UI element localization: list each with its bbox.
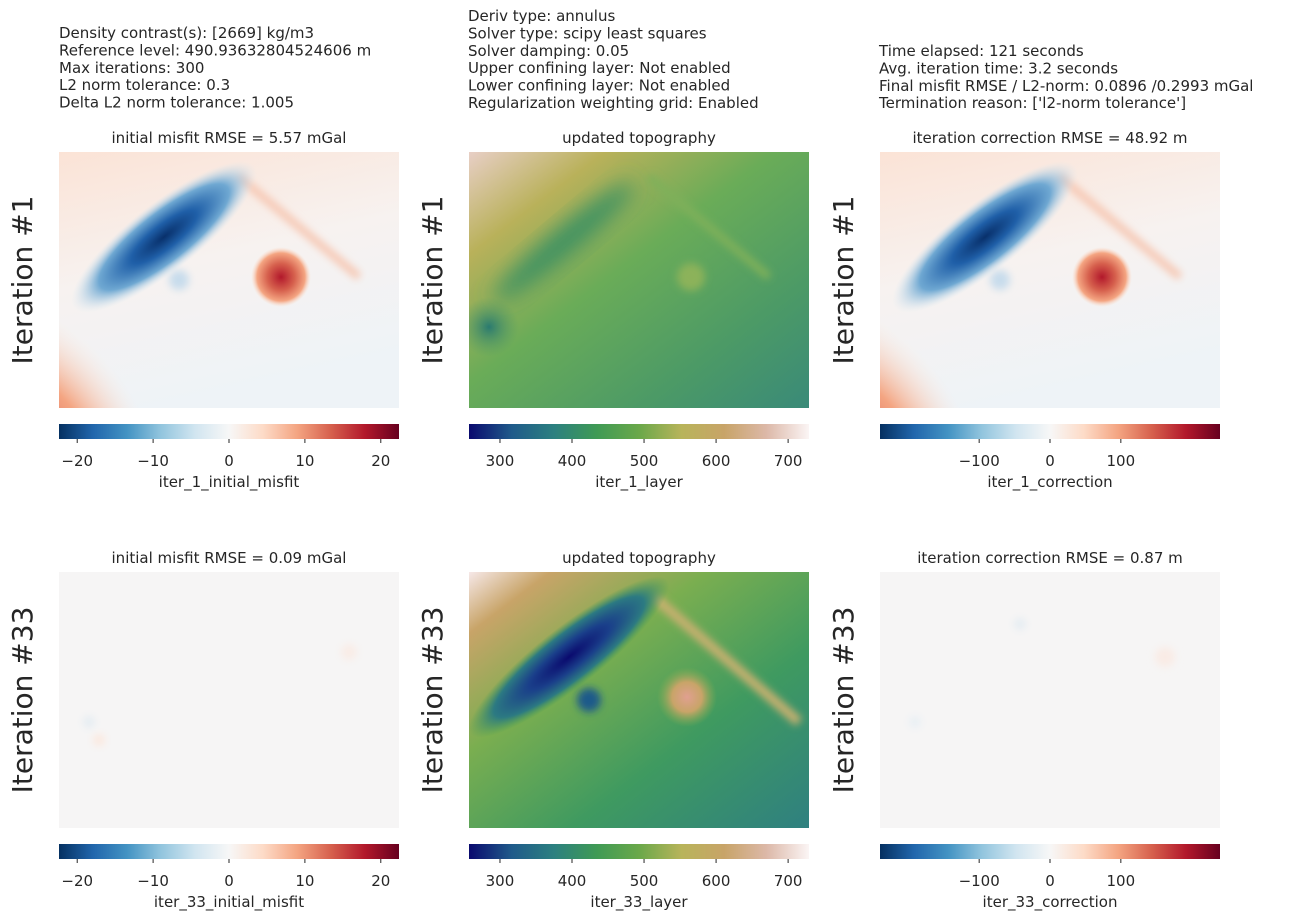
y-axis-label: Iteration #1: [827, 196, 860, 365]
colorbar-tick-label: 700: [774, 452, 803, 470]
colorbar-tick-label: 0: [224, 872, 234, 890]
colorbar: [469, 844, 809, 859]
colorbar-tick-label: 0: [1045, 872, 1055, 890]
panel-title: updated topography: [562, 549, 716, 567]
colorbar-tick-label: 600: [702, 452, 731, 470]
colorbar: [880, 844, 1220, 859]
panel-title: iteration correction RMSE = 0.87 m: [917, 549, 1183, 567]
colorbar: [59, 844, 399, 859]
colorbar-label: iter_1_initial_misfit: [159, 473, 300, 492]
header-line: Regularization weighting grid: Enabled: [468, 94, 759, 112]
colorbar-tick-label: 0: [224, 452, 234, 470]
panel-title: initial misfit RMSE = 5.57 mGal: [112, 129, 347, 147]
colorbar-tick-label: 500: [630, 452, 659, 470]
y-axis-label: Iteration #1: [6, 196, 39, 365]
header-line: Deriv type: annulus: [468, 7, 615, 25]
colorbar-tick-label: 20: [371, 872, 390, 890]
colorbar-label: iter_33_correction: [983, 893, 1118, 912]
colorbar-tick-label: 400: [558, 872, 587, 890]
colorbar-tick-label: −100: [959, 872, 1000, 890]
colorbar: [880, 424, 1220, 439]
header-line: Upper confining layer: Not enabled: [468, 59, 731, 77]
colorbar-tick-label: 10: [295, 872, 314, 890]
colorbar: [469, 424, 809, 439]
heatmap: [469, 152, 809, 408]
header-line: Reference level: 490.93632804524606 m: [59, 41, 371, 59]
colorbar: [59, 424, 399, 439]
colorbar-label: iter_1_correction: [987, 473, 1112, 492]
colorbar-tick-label: 0: [1045, 452, 1055, 470]
panel-title: updated topography: [562, 129, 716, 147]
colorbar-tick-label: 600: [702, 872, 731, 890]
y-axis-label: Iteration #1: [416, 196, 449, 365]
y-axis-label: Iteration #33: [6, 607, 39, 794]
colorbar-label: iter_33_layer: [590, 893, 688, 912]
colorbar-tick-label: 700: [774, 872, 803, 890]
header-line: Final misfit RMSE / L2-norm: 0.0896 /0.2…: [879, 77, 1253, 95]
header-line: Time elapsed: 121 seconds: [878, 42, 1084, 60]
heatmap: [880, 152, 1220, 408]
colorbar-tick-label: 10: [295, 452, 314, 470]
y-axis-label: Iteration #33: [827, 607, 860, 794]
heatmap: [59, 152, 399, 408]
colorbar-tick-label: 100: [1107, 872, 1136, 890]
header-line: Avg. iteration time: 3.2 seconds: [879, 59, 1118, 77]
colorbar-tick-label: −10: [137, 872, 169, 890]
colorbar-tick-label: −10: [137, 452, 169, 470]
heatmap: [469, 572, 809, 828]
panel-title: initial misfit RMSE = 0.09 mGal: [112, 549, 347, 567]
colorbar-tick-label: −100: [959, 452, 1000, 470]
heatmap: [880, 572, 1220, 828]
colorbar-tick-label: 500: [630, 872, 659, 890]
header-line: Density contrast(s): [2669] kg/m3: [59, 24, 314, 42]
colorbar-tick-label: 400: [558, 452, 587, 470]
y-axis-label: Iteration #33: [416, 607, 449, 794]
colorbar-tick-label: 300: [486, 872, 515, 890]
colorbar-tick-label: −20: [61, 872, 93, 890]
colorbar-tick-label: 100: [1107, 452, 1136, 470]
header-line: Lower confining layer: Not enabled: [468, 77, 730, 95]
panel-title: iteration correction RMSE = 48.92 m: [912, 129, 1187, 147]
header-line: Solver damping: 0.05: [468, 42, 629, 60]
colorbar-tick-label: 20: [371, 452, 390, 470]
header-line: L2 norm tolerance: 0.3: [59, 76, 230, 94]
colorbar-label: iter_33_initial_misfit: [154, 893, 304, 912]
header-line: Solver type: scipy least squares: [468, 24, 707, 42]
header-line: Max iterations: 300: [59, 59, 204, 77]
heatmap: [59, 572, 399, 828]
header-line: Termination reason: ['l2-norm tolerance'…: [878, 94, 1186, 112]
colorbar-tick-label: 300: [486, 452, 515, 470]
header-line: Delta L2 norm tolerance: 1.005: [59, 94, 294, 112]
colorbar-tick-label: −20: [61, 452, 93, 470]
colorbar-label: iter_1_layer: [595, 473, 683, 492]
